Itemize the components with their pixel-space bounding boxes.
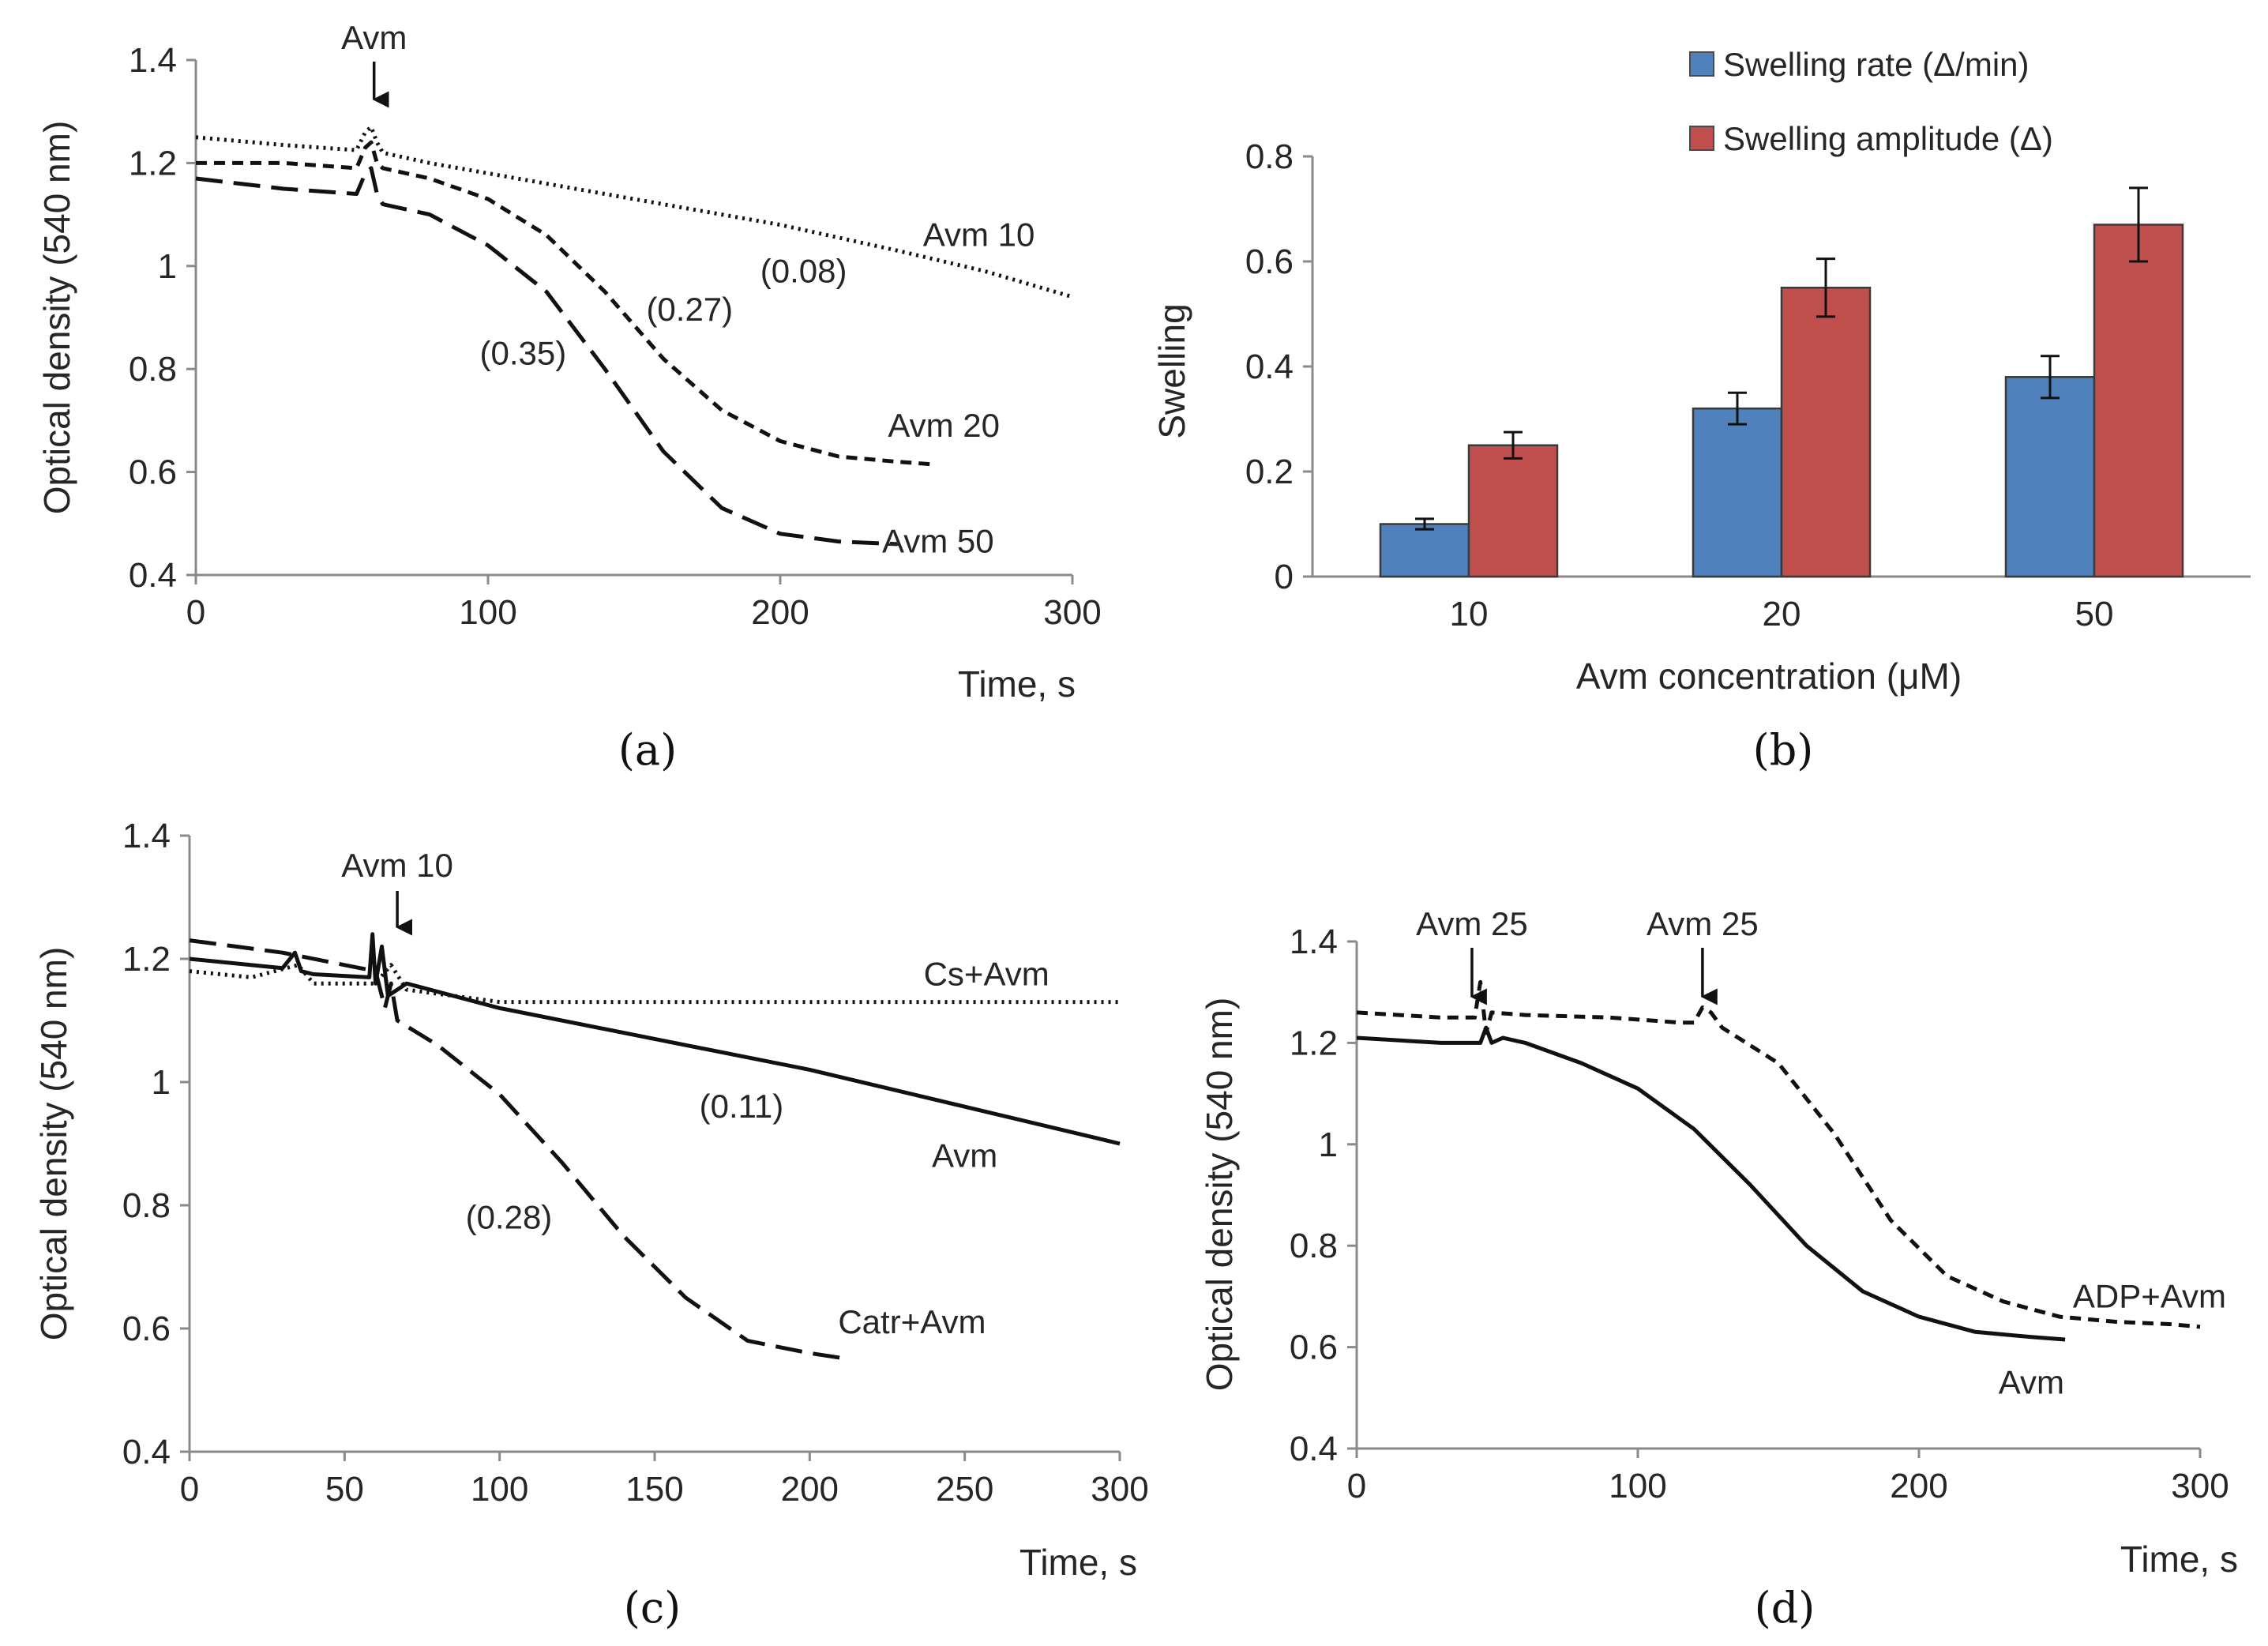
panel-a-caption: (a) [618,725,677,775]
y-tick-label: 0.4 [1290,1430,1338,1468]
x-tick-label: 20 [1763,595,1801,633]
curve-label: Avm [932,1137,997,1174]
legend-label-amplitude: Swelling amplitude (Δ) [1723,120,2053,157]
panel-a-y-label: Optical density (540 nm) [36,121,77,515]
x-tick-label: 200 [1890,1467,1947,1505]
curve-label: Cs+Avm [924,956,1050,993]
legend-swatch-amplitude [1689,126,1714,151]
y-tick-label: 0.2 [1245,453,1294,491]
x-tick-label: 0 [1347,1467,1366,1505]
series-line-avm [1356,1025,2066,1342]
x-tick-label: 300 [2171,1467,2229,1505]
panel-c-caption: (c) [624,1583,681,1633]
arrow-label: Avm 25 [1416,905,1528,942]
y-tick-label: 0.8 [1290,1227,1338,1265]
x-tick-label: 200 [781,1470,839,1509]
x-tick-label: 250 [936,1470,993,1509]
panel-a-line-chart: 0.4 0.6 0.8 1 1.2 1.4 0 100 200 300 Avm Avm 10 Av… [36,19,1102,775]
x-tick-label: 300 [1091,1470,1148,1509]
curve-label: (0.08) [760,252,847,289]
curve-label: (0.27) [646,291,733,328]
arrow-label: Avm [341,19,407,56]
arrow-label: Avm 10 [341,847,453,884]
x-tick-label: 100 [1609,1467,1666,1505]
y-tick-label: 1.2 [129,144,177,182]
x-tick-label: 50 [2075,595,2114,633]
curve-label: (0.35) [480,335,567,372]
panel-c-x-label: Time, s [1019,1542,1137,1583]
panel-b-caption: (b) [1753,725,1814,775]
x-tick-label: 100 [459,593,516,632]
arrow-label: Avm 25 [1647,905,1759,942]
bar-rate-50 [2004,376,2096,578]
series-line-avm-50 [195,166,898,547]
series-line-avm [189,932,1121,1146]
panel-c-y-label: Optical density (540 nm) [33,947,74,1341]
y-tick-label: 1.4 [129,41,177,80]
curve-label: ADP+Avm [2073,1277,2226,1314]
y-tick-label: 0.8 [1245,137,1294,176]
y-tick-label: 1.2 [122,940,171,979]
y-tick-label: 0.4 [122,1433,171,1471]
x-tick-label: 10 [1450,595,1489,633]
bar-amplitude-50 [2093,224,2184,578]
series-line-cs-avm [189,963,1120,1005]
panel-c-line-chart: 0.4 0.6 0.8 1 1.2 1.4 0 50 100 150 200 250 300 Avm … [33,817,1149,1633]
y-tick-label: 0.6 [122,1310,171,1348]
y-tick-label: 1.4 [122,817,171,855]
panel-b-x-label: Avm concentration (μM) [1576,656,1962,697]
bar-amplitude-20 [1780,287,1872,578]
y-tick-label: 0.6 [129,453,177,492]
y-tick-label: 0.6 [1290,1328,1338,1367]
y-tick-label: 1 [1319,1126,1338,1164]
curve-label: Avm 50 [882,523,994,560]
bar-rate-20 [1692,407,1783,578]
y-tick-label: 1.4 [1290,923,1338,961]
curve-label: (0.28) [466,1199,553,1236]
x-tick-label: 300 [1043,593,1101,632]
y-tick-label: 0 [1275,558,1294,596]
y-tick-label: 0.4 [129,556,177,595]
panel-b-bar-chart: 0 0.2 0.4 0.6 0.8 10 20 50 Swelling rate (Δ/mi… [1151,46,2251,775]
y-tick-label: 1.2 [1290,1024,1338,1062]
legend-swatch-rate [1689,51,1714,77]
y-tick-label: 1 [152,1063,171,1102]
bar-amplitude-10 [1467,444,1559,578]
y-tick-label: 0.8 [129,350,177,389]
panel-d-line-chart: 0.4 0.6 0.8 1 1.2 1.4 0 100 200 300 Avm 25 Avm 25… [1199,905,2238,1633]
y-tick-label: 0.8 [122,1186,171,1225]
panel-d-y-label: Optical density (540 nm) [1199,998,1240,1392]
series-line-avm-10 [195,125,1073,299]
bar-rate-10 [1379,523,1470,578]
curve-label: Catr+Avm [838,1303,986,1340]
x-tick-label: 50 [325,1470,364,1509]
x-tick-label: 0 [180,1470,199,1509]
x-tick-label: 0 [186,593,205,632]
panel-d-caption: (d) [1755,1583,1816,1633]
legend-label-rate: Swelling rate (Δ/min) [1723,46,2030,83]
curve-label: Avm 10 [923,216,1035,254]
x-tick-label: 100 [471,1470,528,1509]
x-tick-label: 150 [625,1470,683,1509]
panel-d-x-label: Time, s [2120,1539,2238,1580]
y-tick-label: 1 [158,247,177,286]
curve-label: Avm 20 [888,407,1000,444]
panel-a-x-label: Time, s [958,663,1076,705]
x-tick-label: 200 [751,593,809,632]
panel-b-legend: Swelling rate (Δ/min) Swelling amplitude… [1689,46,2053,157]
curve-label: (0.11) [700,1088,784,1125]
panel-b-y-label: Swelling [1151,303,1192,438]
series-line-avm-20 [196,140,933,467]
y-tick-label: 0.4 [1245,348,1294,386]
series-line-catr-avm [189,938,850,1362]
y-tick-label: 0.6 [1245,242,1294,281]
curve-label: Avm [1999,1364,2064,1401]
